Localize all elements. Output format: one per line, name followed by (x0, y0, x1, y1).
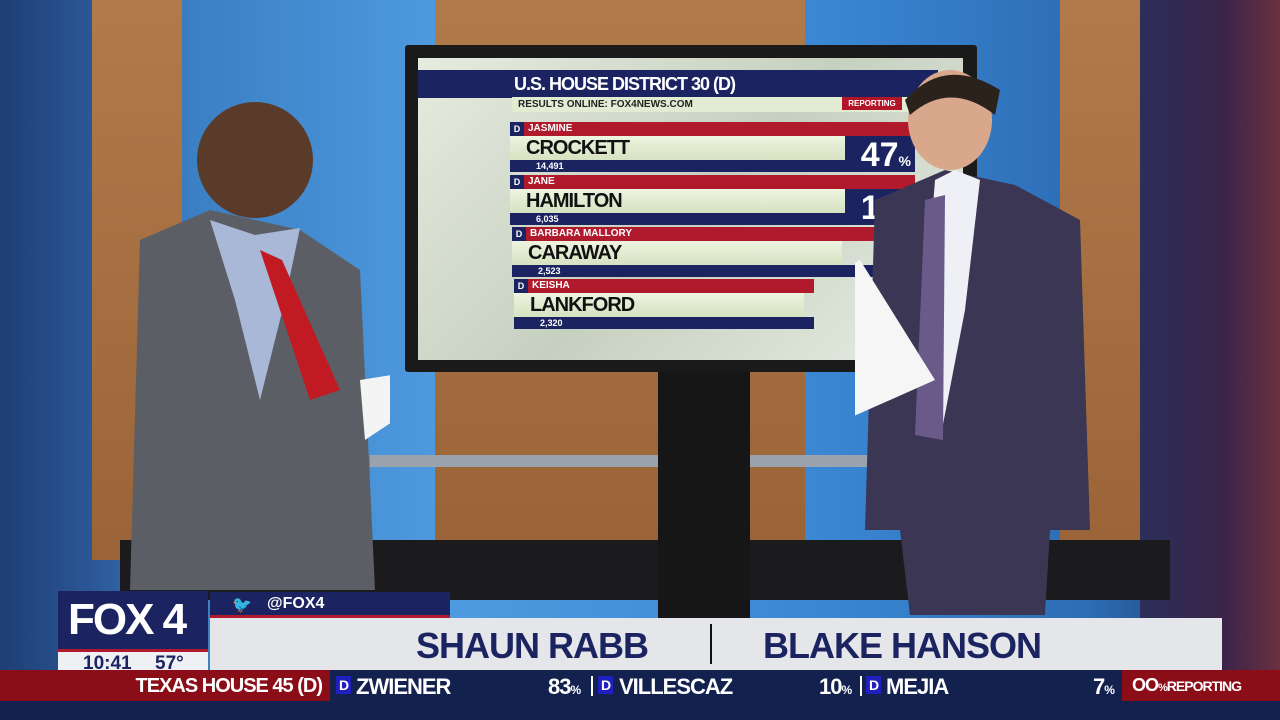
candidate-last-name: HAMILTON (510, 189, 845, 213)
names-bar: SHAUN RABB BLAKE HANSON (210, 618, 1222, 670)
candidate-pct: 47% (845, 136, 915, 174)
party-badge: D (512, 227, 526, 241)
ticker-divider (591, 676, 593, 696)
candidate-first-name: BARBARA MALLORY (530, 228, 633, 239)
results-online: RESULTS ONLINE: FOX4NEWS.COM (512, 97, 912, 112)
ticker-pct: 7% (1093, 674, 1115, 699)
candidate-votes: 2,523 (512, 265, 877, 277)
ticker-candidate: ZWIENER (356, 674, 451, 699)
anchor-name: SHAUN RABB (416, 625, 649, 666)
studio-right-wall (1140, 0, 1280, 720)
party-badge: D (514, 279, 528, 293)
candidate-row: D JANE HAMILTON 6,035 (510, 175, 915, 225)
party-badge: D (598, 676, 614, 694)
candidate-row: D JASMINE CROCKETT 14,491 (510, 122, 915, 172)
anchor-right (855, 70, 1090, 615)
candidate-row: D KEISHA LANKFORD 2,320 (514, 279, 814, 329)
ticker-results: D ZWIENER 83% D VILLESCAZ 10% D MEJIA 7% (336, 674, 1126, 699)
ticker-race-box: TEXAS HOUSE 45 (D) (0, 670, 330, 701)
ticker-pct: 10% (819, 674, 852, 699)
ticker-reporting: OO%REPORTING (1122, 670, 1280, 701)
graphic-title-bar: U.S. HOUSE DISTRICT 30 (D) (418, 70, 938, 98)
ticker-race: TEXAS HOUSE 45 (D) (135, 675, 323, 697)
name-divider (710, 624, 712, 664)
anchor-name: BLAKE HANSON (763, 625, 1042, 666)
candidate-first-name: JASMINE (528, 123, 573, 134)
party-badge: D (866, 676, 882, 694)
desk-ledge (370, 455, 870, 467)
party-badge: D (336, 676, 352, 694)
graphic-title: U.S. HOUSE DISTRICT 30 (D) (514, 74, 736, 94)
ticker-pct: 83% (548, 674, 581, 699)
candidate-last-name: LANKFORD (514, 293, 804, 317)
party-badge: D (510, 122, 524, 136)
social-bar: 🐦 @FOX4 (210, 592, 450, 618)
ticker-divider (860, 676, 862, 696)
fox4-logo: FOX 4 (58, 591, 208, 652)
candidate-votes: 14,491 (510, 160, 915, 172)
candidate-votes: 2,320 (514, 317, 814, 329)
logo-text: FOX 4 (68, 595, 187, 644)
twitter-icon: 🐦 (232, 597, 252, 614)
candidate-last-name: CROCKETT (510, 136, 845, 160)
clock: 10:41 (83, 653, 132, 674)
anchor-left (130, 102, 390, 590)
party-badge: D (510, 175, 524, 189)
social-handle: @FOX4 (267, 595, 325, 612)
candidate-first-name: KEISHA (532, 280, 570, 291)
monitor-stand (658, 370, 750, 620)
candidate-first-name: JANE (528, 176, 555, 187)
reporting-label: REPORTING (842, 97, 902, 110)
candidate-last-name: CARAWAY (512, 241, 842, 265)
ticker-candidate: MEJIA (886, 674, 949, 699)
candidate-votes: 6,035 (510, 213, 915, 225)
ticker-candidate: VILLESCAZ (619, 674, 733, 699)
temperature: 57° (155, 653, 184, 674)
candidate-row: D BARBARA MALLORY CARAWAY 2,523 (512, 227, 877, 277)
